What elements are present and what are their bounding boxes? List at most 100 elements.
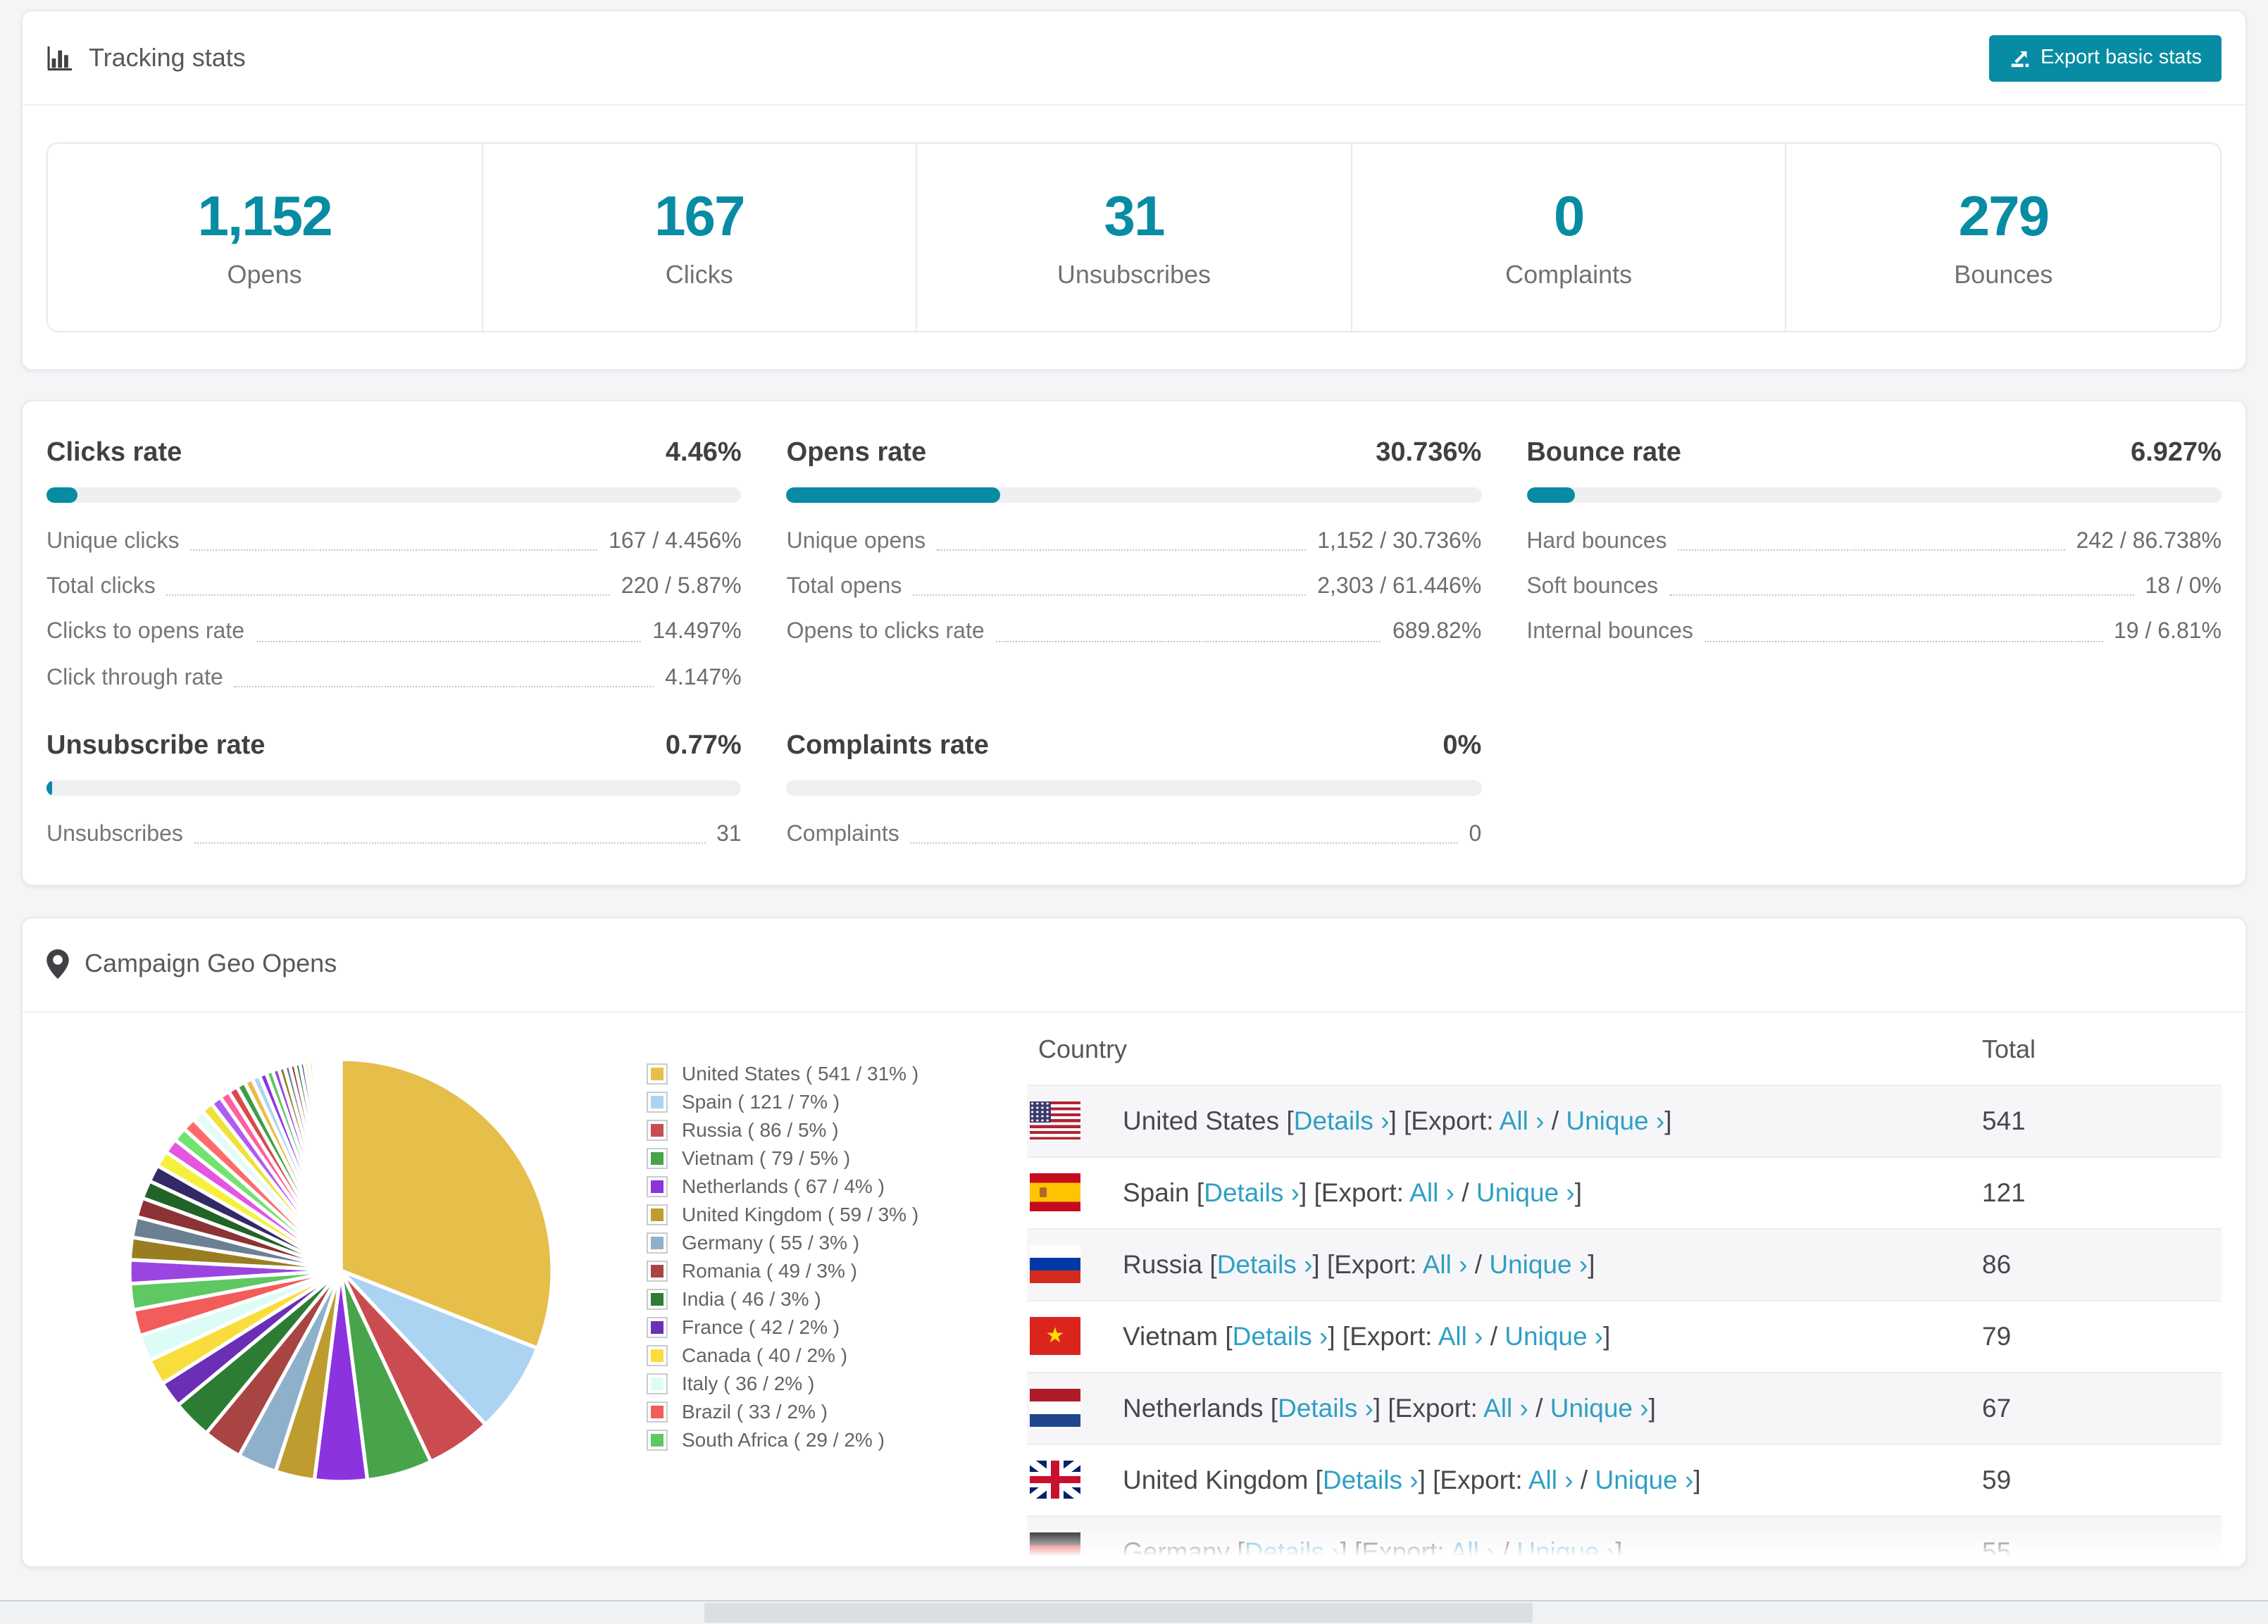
stat-opens-label: Opens xyxy=(227,260,302,288)
rate-detail-row: Unique clicks 167 / 4.456% xyxy=(46,528,742,555)
rate-detail-value: 167 / 4.456% xyxy=(609,530,742,554)
legend-item: Romania ( 49 / 3% ) xyxy=(647,1260,971,1282)
legend-label: United Kingdom ( 59 / 3% ) xyxy=(682,1202,919,1225)
rate-detail-row: Hard bounces 242 / 86.738% xyxy=(1526,528,2222,555)
rate-detail-label: Clicks to opens rate xyxy=(46,620,245,644)
geo-table-row: Russia [Details ›] [Export: All › / Uniq… xyxy=(1027,1228,2222,1301)
export-unique-link[interactable]: Unique › xyxy=(1476,1177,1575,1207)
legend-label: South Africa ( 29 / 2% ) xyxy=(682,1428,885,1451)
campaign-geo-opens-title: Campaign Geo Opens xyxy=(85,949,337,978)
country-cell: Russia [Details ›] [Export: All › / Uniq… xyxy=(1123,1249,1595,1279)
dotted-leader xyxy=(910,842,1458,844)
rate-detail-rows: Complaints 0 xyxy=(787,821,1482,848)
legend-item: United Kingdom ( 59 / 3% ) xyxy=(647,1204,971,1225)
dotted-leader xyxy=(913,594,1307,596)
export-basic-stats-label: Export basic stats xyxy=(2040,46,2202,69)
dotted-leader xyxy=(234,685,654,687)
legend-label: United States ( 541 / 31% ) xyxy=(682,1061,919,1085)
map-pin-icon xyxy=(46,949,69,980)
details-link[interactable]: Details › xyxy=(1293,1105,1390,1135)
summary-stats-box: 1,152 Opens 167 Clicks 31 Unsubscribes 0… xyxy=(46,142,2222,332)
complaints-rate-block: Complaints rate 0% Complaints 0 xyxy=(786,730,1482,848)
dotted-leader xyxy=(166,594,610,596)
rate-detail-rows: Unique opens 1,152 / 30.736% Total opens 2,… xyxy=(787,528,1482,646)
campaign-geo-opens-card: Campaign Geo Opens United States ( 541 /… xyxy=(21,916,2247,1568)
export-unique-link[interactable]: Unique › xyxy=(1566,1105,1665,1135)
export-unique-link[interactable]: Unique › xyxy=(1595,1464,1694,1494)
export-all-link[interactable]: All › xyxy=(1409,1177,1454,1207)
dotted-leader xyxy=(1669,594,2134,596)
legend-swatch xyxy=(647,1063,668,1085)
dotted-leader xyxy=(194,842,706,844)
dotted-leader xyxy=(256,640,642,642)
rate-detail-row: Soft bounces 18 / 0% xyxy=(1526,573,2222,600)
legend-label: Italy ( 36 / 2% ) xyxy=(682,1371,815,1394)
export-unique-link[interactable]: Unique › xyxy=(1550,1392,1649,1423)
export-unique-link[interactable]: Unique › xyxy=(1504,1320,1604,1351)
rates-card: Clicks rate 4.46% Unique clicks 167 / 4.4… xyxy=(21,400,2247,886)
pie-slice-other[interactable] xyxy=(337,1057,343,1273)
flag-cell xyxy=(1027,1157,1111,1229)
opens-rate-block: Opens rate 30.736% Unique opens 1,152 / 3… xyxy=(786,438,1482,692)
export-unique-link[interactable]: Unique › xyxy=(1489,1249,1588,1279)
rate-detail-rows: Unsubscribes 31 xyxy=(46,821,742,848)
stat-unsubscribes-label: Unsubscribes xyxy=(1057,260,1211,288)
export-basic-stats-button[interactable]: Export basic stats xyxy=(1988,35,2222,81)
total-cell: 541 xyxy=(1982,1105,2026,1135)
details-link[interactable]: Details › xyxy=(1278,1392,1373,1423)
legend-item: United States ( 541 / 31% ) xyxy=(647,1063,971,1085)
legend-item: France ( 42 / 2% ) xyxy=(647,1316,971,1338)
rate-detail-value: 242 / 86.738% xyxy=(2076,530,2222,554)
country-name: United States xyxy=(1123,1105,1280,1135)
summary-stats-strip: 1,152 Opens 167 Clicks 31 Unsubscribes 0… xyxy=(23,106,2245,369)
legend-label: Germany ( 55 / 3% ) xyxy=(682,1230,860,1254)
rate-detail-label: Click through rate xyxy=(46,666,223,690)
country-cell: United Kingdom [Details ›] [Export: All … xyxy=(1123,1464,1701,1494)
export-all-link[interactable]: All › xyxy=(1422,1249,1468,1279)
legend-swatch xyxy=(647,1119,668,1141)
dotted-leader xyxy=(1678,549,2065,551)
us-flag-icon xyxy=(1030,1101,1080,1140)
horizontal-scrollbar-thumb[interactable] xyxy=(704,1603,1533,1623)
legend-label: India ( 46 / 3% ) xyxy=(682,1287,821,1310)
nl-flag-icon xyxy=(1030,1389,1080,1428)
legend-label: Netherlands ( 67 / 4% ) xyxy=(682,1174,885,1197)
horizontal-scrollbar[interactable] xyxy=(0,1600,2268,1624)
rate-detail-row: Clicks to opens rate 14.497% xyxy=(46,619,742,646)
rate-detail-row: Unique opens 1,152 / 30.736% xyxy=(787,528,1482,555)
country-cell: Netherlands [Details ›] [Export: All › /… xyxy=(1123,1392,1656,1423)
rate-detail-value: 1,152 / 30.736% xyxy=(1317,530,1482,554)
legend-swatch xyxy=(647,1429,668,1451)
export-all-link[interactable]: All › xyxy=(1499,1105,1545,1135)
rate-detail-label: Unique clicks xyxy=(46,530,180,554)
geo-pie-chart xyxy=(127,1057,554,1484)
legend-item: Russia ( 86 / 5% ) xyxy=(647,1119,971,1141)
total-cell: 59 xyxy=(1982,1464,2012,1494)
stat-clicks-label: Clicks xyxy=(665,260,733,288)
country-name: Germany xyxy=(1123,1536,1230,1566)
details-link[interactable]: Details › xyxy=(1232,1320,1328,1351)
rate-detail-row: Total clicks 220 / 5.87% xyxy=(46,573,742,600)
ru-flag-icon xyxy=(1030,1245,1080,1284)
geo-table-row: United Kingdom [Details ›] [Export: All … xyxy=(1027,1444,2222,1516)
pie-slice-united-states[interactable] xyxy=(339,1057,554,1350)
total-cell: 121 xyxy=(1982,1177,2026,1207)
campaign-geo-opens-header: Campaign Geo Opens xyxy=(23,918,2245,1013)
export-unique-link[interactable]: Unique › xyxy=(1516,1536,1616,1566)
export-all-link[interactable]: All › xyxy=(1438,1320,1483,1351)
legend-swatch xyxy=(647,1091,668,1113)
details-link[interactable]: Details › xyxy=(1244,1536,1340,1566)
stat-clicks-value: 167 xyxy=(654,185,745,247)
export-all-link[interactable]: All › xyxy=(1528,1464,1574,1494)
legend-swatch xyxy=(647,1147,668,1169)
export-all-link[interactable]: All › xyxy=(1450,1536,1495,1566)
details-link[interactable]: Details › xyxy=(1216,1249,1313,1279)
complaints-rate-title: Complaints rate xyxy=(786,730,989,761)
legend-item: Spain ( 121 / 7% ) xyxy=(647,1091,971,1113)
pie-slice-spain[interactable] xyxy=(339,1268,540,1427)
flag-cell xyxy=(1027,1373,1111,1444)
export-all-link[interactable]: All › xyxy=(1483,1392,1528,1423)
details-link[interactable]: Details › xyxy=(1204,1177,1300,1207)
stat-opens: 1,152 Opens xyxy=(48,144,483,331)
details-link[interactable]: Details › xyxy=(1322,1464,1419,1494)
